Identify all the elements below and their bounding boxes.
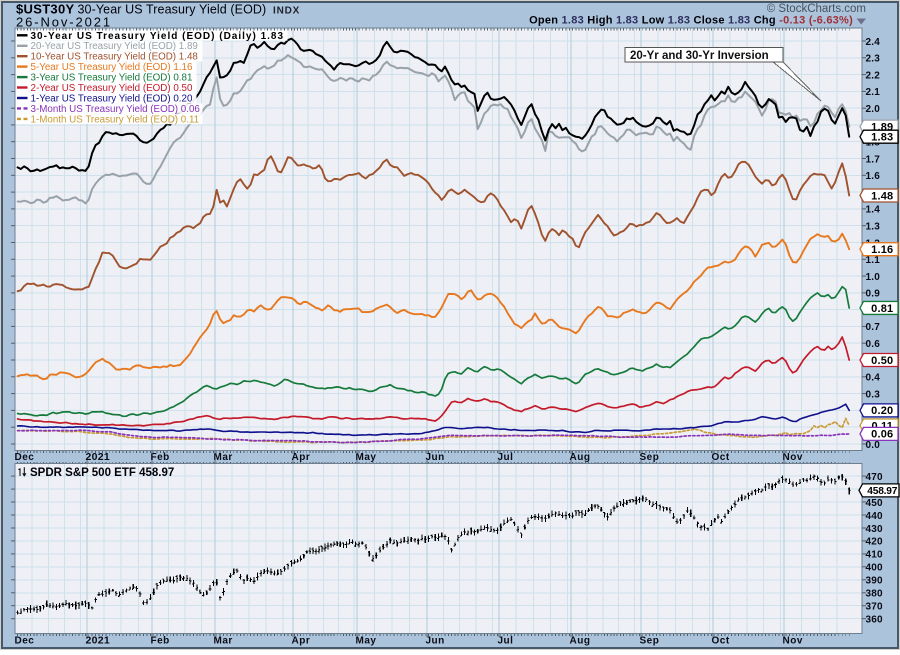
svg-text:Apr: Apr	[292, 636, 311, 647]
svg-text:0.20: 0.20	[871, 405, 893, 417]
svg-text:1.4: 1.4	[866, 205, 881, 216]
svg-text:Open 1.83 High 1.83 Low 1.83 C: Open 1.83 High 1.83 Low 1.83 Close 1.83 …	[529, 15, 853, 27]
svg-text:10-Year US Treasury Yield (EOD: 10-Year US Treasury Yield (EOD) 1.48	[31, 52, 199, 63]
svg-text:1.16: 1.16	[871, 244, 893, 256]
svg-text:May: May	[356, 452, 377, 463]
svg-text:0.3: 0.3	[866, 389, 881, 400]
svg-text:3-Month US Treasury Yield (EOD: 3-Month US Treasury Yield (EOD) 0.06	[31, 104, 201, 115]
svg-text:Feb: Feb	[151, 452, 170, 463]
svg-text:2.2: 2.2	[866, 70, 881, 81]
svg-text:Jun: Jun	[426, 636, 445, 647]
svg-text:2.1: 2.1	[866, 87, 881, 98]
svg-text:430: 430	[866, 524, 884, 535]
svg-text:0.7: 0.7	[866, 322, 881, 333]
svg-text:400: 400	[866, 563, 884, 574]
svg-text:Sep: Sep	[640, 452, 660, 463]
svg-text:1.48: 1.48	[871, 190, 893, 202]
svg-text:Oct: Oct	[712, 636, 730, 647]
svg-text:2021: 2021	[86, 451, 111, 463]
svg-text:2.0: 2.0	[866, 104, 881, 115]
svg-text:390: 390	[866, 576, 884, 587]
svg-text:360: 360	[866, 615, 884, 626]
svg-text:Jul: Jul	[498, 452, 514, 463]
svg-text:2.4: 2.4	[866, 37, 881, 48]
svg-text:1-Year US Treasury Yield (EOD): 1-Year US Treasury Yield (EOD) 0.20	[31, 94, 193, 105]
svg-text:May: May	[356, 636, 377, 647]
svg-text:30-Year US Treasury Yield (EOD: 30-Year US Treasury Yield (EOD) (Daily) …	[31, 31, 285, 42]
svg-text:1-Month US Treasury Yield (EOD: 1-Month US Treasury Yield (EOD) 0.11	[31, 114, 200, 125]
svg-text:2.3: 2.3	[866, 54, 881, 65]
svg-text:Mar: Mar	[214, 636, 233, 647]
svg-text:1.3: 1.3	[866, 222, 881, 233]
svg-text:Mar: Mar	[214, 452, 233, 463]
svg-text:SPDR S&P 500 ETF 458.97: SPDR S&P 500 ETF 458.97	[30, 467, 174, 479]
svg-text:Nov: Nov	[783, 452, 803, 463]
svg-text:450: 450	[866, 498, 884, 509]
svg-text:1.83: 1.83	[871, 132, 893, 144]
svg-text:380: 380	[866, 589, 884, 600]
svg-text:1.7: 1.7	[866, 154, 881, 165]
svg-text:Sep: Sep	[640, 636, 660, 647]
svg-text:2-Year US Treasury Yield (EOD): 2-Year US Treasury Yield (EOD) 0.50	[31, 83, 193, 94]
svg-text:Dec: Dec	[15, 636, 35, 647]
svg-text:Aug: Aug	[570, 452, 591, 463]
svg-text:410: 410	[866, 550, 884, 561]
svg-text:0.6: 0.6	[866, 339, 881, 350]
svg-text:3-Year US Treasury Yield (EOD): 3-Year US Treasury Yield (EOD) 0.81	[31, 73, 193, 84]
svg-text:0.50: 0.50	[871, 355, 893, 367]
svg-text:Dec: Dec	[15, 452, 35, 463]
svg-text:2021: 2021	[86, 635, 111, 647]
svg-text:0.06: 0.06	[871, 429, 893, 441]
svg-text:370: 370	[866, 602, 884, 613]
svg-text:1.6: 1.6	[866, 171, 881, 182]
svg-text:458.97: 458.97	[867, 486, 897, 497]
svg-text:30-Year US Treasury Yield (EOD: 30-Year US Treasury Yield (EOD)	[78, 3, 267, 17]
svg-text:Apr: Apr	[292, 452, 311, 463]
svg-text:1.1: 1.1	[866, 255, 881, 266]
svg-text:© StockCharts.com: © StockCharts.com	[767, 3, 866, 15]
svg-text:26-Nov-2021: 26-Nov-2021	[16, 15, 112, 30]
svg-text:Nov: Nov	[783, 636, 803, 647]
svg-text:20-Yr and 30-Yr Inversion: 20-Yr and 30-Yr Inversion	[630, 50, 769, 62]
svg-text:420: 420	[866, 537, 884, 548]
svg-text:470: 470	[866, 472, 884, 483]
svg-text:20-Year US Treasury Yield (EOD: 20-Year US Treasury Yield (EOD) 1.89	[31, 41, 198, 52]
svg-text:Feb: Feb	[151, 636, 170, 647]
svg-text:$UST30Y: $UST30Y	[16, 2, 74, 17]
svg-text:Aug: Aug	[570, 636, 591, 647]
svg-text:1.0: 1.0	[866, 272, 881, 283]
svg-text:Oct: Oct	[712, 452, 730, 463]
svg-text:Jun: Jun	[426, 452, 445, 463]
svg-text:INDX: INDX	[273, 6, 300, 17]
svg-text:0.9: 0.9	[866, 289, 881, 300]
svg-text:5-Year US Treasury Yield (EOD): 5-Year US Treasury Yield (EOD) 1.16	[31, 62, 193, 73]
svg-text:0.81: 0.81	[871, 303, 893, 315]
svg-text:Jul: Jul	[498, 636, 514, 647]
svg-text:0.0: 0.0	[866, 440, 881, 451]
svg-text:440: 440	[866, 511, 884, 522]
svg-text:0.4: 0.4	[866, 373, 881, 384]
